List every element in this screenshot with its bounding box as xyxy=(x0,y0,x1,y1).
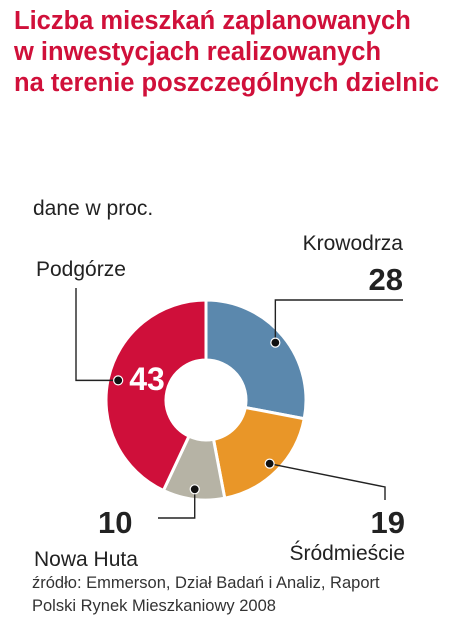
title-line-3: na terenie poszczególnych dzielnic xyxy=(14,69,440,97)
leader-dot-nowa-huta xyxy=(189,484,200,495)
label-value-srodmiescie: 19 xyxy=(371,505,405,540)
label-name-srodmiescie: Śródmieście xyxy=(289,541,405,565)
leader-line-podgorze xyxy=(75,288,119,382)
title-line-1: Liczba mieszkań zaplanowanych xyxy=(14,7,411,35)
source-line-2: Polski Rynek Mieszkaniowy 2008 xyxy=(32,597,276,615)
slice-krowodrza xyxy=(204,298,308,421)
chart-title: Liczba mieszkań zaplanowanych w inwestyc… xyxy=(14,6,459,99)
leader-line-krowodrza xyxy=(274,299,403,343)
leader-dot-podgorze xyxy=(113,375,124,386)
label-value-podgorze: 43 xyxy=(129,361,165,397)
leader-line-nowa-huta xyxy=(158,489,196,519)
source-line-1: źródło: Emmerson, Dział Badań i Analiz, … xyxy=(32,574,380,592)
leader-dot-srodmiescie xyxy=(264,458,275,469)
leader-lines xyxy=(75,288,403,519)
label-name-nowa-huta: Nowa Huta xyxy=(34,548,138,571)
source-note: źródło: Emmerson, Dział Badań i Analiz, … xyxy=(32,572,380,618)
title-line-2: w inwestycjach realizowanych xyxy=(14,38,382,66)
donut-slices xyxy=(104,298,308,502)
chart-subtitle: dane w proc. xyxy=(33,197,154,220)
leader-line-srodmiescie xyxy=(269,462,386,500)
label-value-krowodrza: 28 xyxy=(369,262,403,297)
label-name-krowodrza: Krowodrza xyxy=(303,232,404,255)
label-value-nowa-huta: 10 xyxy=(98,505,132,540)
slice-podgorze xyxy=(104,298,208,493)
label-name-podgorze: Podgórze xyxy=(36,258,126,281)
leader-dot-krowodrza xyxy=(270,337,281,348)
slice-srodmiescie xyxy=(211,405,306,500)
